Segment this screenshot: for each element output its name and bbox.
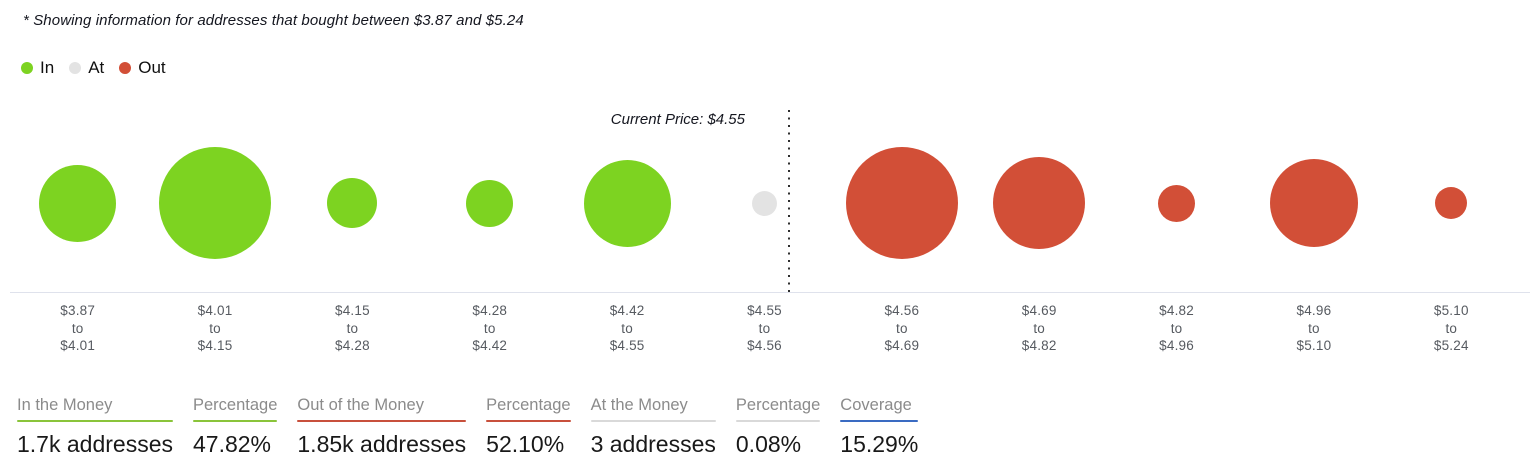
current-price-label: Current Price: $4.55: [610, 111, 745, 128]
stat-label: In the Money: [17, 396, 113, 414]
bubble-in-4[interactable]: [583, 159, 671, 247]
bubble-at-5[interactable]: [751, 190, 777, 216]
tick-label: $4.69 to $4.82: [1021, 303, 1057, 353]
stat-percentage: Percentage 0.08%: [735, 396, 821, 458]
stat-coverage: Coverage 15.29%: [840, 396, 919, 458]
bubble-out-6[interactable]: [845, 147, 958, 259]
stat-value: 1.7k addresses: [17, 431, 173, 457]
bucket-column: [421, 110, 558, 296]
tick-label: $4.42 to $4.55: [609, 303, 645, 353]
bubble-row: [0, 110, 1536, 296]
stat-underline: [735, 420, 821, 422]
stat-value: 52.10%: [486, 431, 565, 457]
stat-value: 0.08%: [735, 431, 802, 457]
tick-label: $4.15 to $4.28: [335, 303, 370, 353]
stat-underline: [192, 420, 278, 422]
stat-value: 15.29%: [840, 431, 919, 457]
bucket-column: [971, 110, 1108, 296]
tick-label: $4.56 to $4.69: [884, 303, 920, 353]
stat-label: Percentage: [735, 396, 821, 414]
tick-label: $4.82 to $4.96: [1159, 303, 1194, 353]
filter-note: * Showing information for addresses that…: [23, 12, 524, 29]
chart-legend: In At Out: [21, 57, 166, 79]
legend-dot-icon: [21, 62, 33, 74]
legend-item-in[interactable]: In: [21, 58, 54, 78]
stat-underline: [297, 420, 467, 422]
legend-label: At: [88, 58, 105, 77]
tick-label: $5.10 to $5.24: [1433, 303, 1469, 353]
bucket-column: [558, 110, 695, 296]
x-axis-tick-labels: $3.87 to $4.01 $4.01 to $4.15 $4.15 to $4.28 $4.2…: [0, 302, 1536, 355]
stat-value: 3 addresses: [590, 431, 716, 457]
bucket-column: [284, 110, 421, 296]
legend-label: In: [40, 58, 55, 77]
legend-item-out[interactable]: Out: [119, 58, 166, 78]
tick-label: $4.96 to $5.10: [1296, 303, 1332, 353]
bucket-column: [146, 110, 283, 296]
stat-at-the-money: At the Money 3 addresses: [590, 396, 716, 458]
bubble-out-8[interactable]: [1158, 184, 1196, 222]
tick-label: $4.55 to $4.56: [747, 303, 782, 353]
bubble-in-1[interactable]: [159, 147, 272, 259]
stat-underline: [590, 420, 716, 422]
stat-label: Percentage: [192, 396, 278, 414]
current-price-divider-line: [788, 110, 790, 293]
tick-label: $4.01 to $4.15: [197, 303, 233, 353]
stat-underline: [17, 420, 173, 422]
stat-label: At the Money: [590, 396, 688, 414]
bucket-column: [1245, 110, 1382, 296]
tick-label: $3.87 to $4.01: [60, 303, 96, 353]
bucket-column: [1383, 110, 1520, 296]
stat-in-the-money: In the Money 1.7k addresses: [17, 396, 173, 458]
stat-value: 1.85k addresses: [297, 431, 467, 457]
bubble-out-9[interactable]: [1269, 159, 1358, 247]
stat-percentage: Percentage 47.82%: [192, 396, 278, 458]
bucket-column: [833, 110, 970, 296]
tick-label: $4.28 to $4.42: [472, 303, 508, 353]
bubble-out-10[interactable]: [1435, 187, 1468, 219]
stat-underline: [486, 420, 571, 422]
stat-label: Coverage: [840, 396, 912, 414]
legend-item-at[interactable]: At: [69, 58, 104, 78]
stat-label: Out of the Money: [297, 396, 424, 414]
bucket-column: [9, 110, 146, 296]
bucket-column: [696, 110, 833, 296]
stat-percentage: Percentage 52.10%: [486, 396, 571, 458]
bucket-column: [1108, 110, 1245, 296]
stat-underline: [840, 420, 919, 422]
bubble-in-0[interactable]: [39, 164, 117, 242]
summary-stats: In the Money 1.7k addresses Percentage 47.8…: [17, 396, 919, 458]
legend-dot-icon: [119, 62, 132, 74]
stat-value: 47.82%: [192, 431, 271, 457]
bubble-out-7[interactable]: [993, 157, 1086, 249]
bubble-in-3[interactable]: [466, 179, 514, 227]
stat-label: Percentage: [486, 396, 571, 414]
x-axis-line: [10, 292, 1530, 293]
bubble-in-2[interactable]: [327, 178, 378, 228]
stat-out-of-the-money: Out of the Money 1.85k addresses: [297, 396, 467, 458]
legend-dot-icon: [69, 62, 82, 74]
legend-label: Out: [138, 58, 166, 77]
